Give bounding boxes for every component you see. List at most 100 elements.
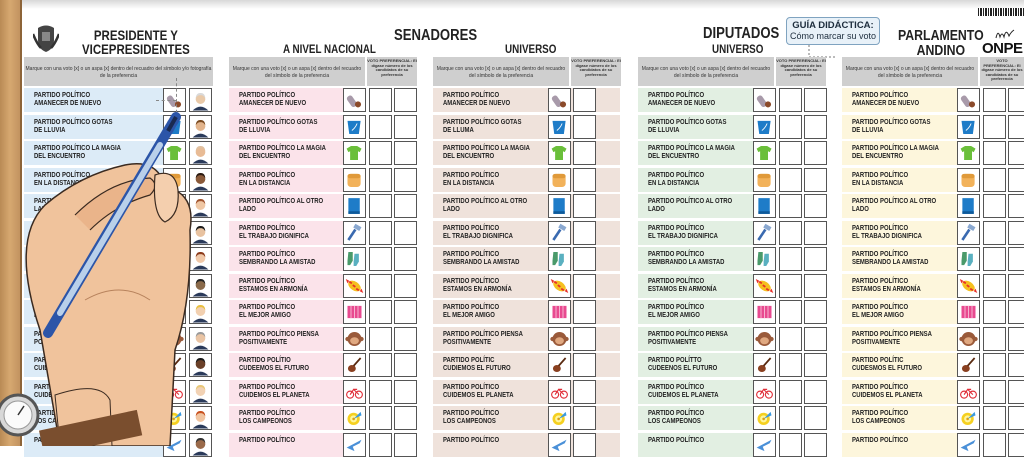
party-symbol-airplane-checkbox[interactable]	[957, 432, 980, 457]
party-symbol-accordion-checkbox[interactable]	[548, 300, 571, 324]
party-symbol-bucket-checkbox[interactable]	[163, 114, 186, 139]
party-symbol-monkey-checkbox[interactable]	[753, 326, 776, 351]
preferential-vote-box-1[interactable]	[369, 194, 392, 218]
preferential-vote-box-1[interactable]	[983, 247, 1006, 271]
preferential-vote-box-1[interactable]	[573, 379, 596, 404]
candidate-photo-checkbox[interactable]	[189, 114, 212, 139]
preferential-vote-box-1[interactable]	[369, 114, 392, 139]
party-symbol-airplane-checkbox[interactable]	[753, 432, 776, 457]
preferential-vote-box-1[interactable]	[573, 432, 596, 457]
party-symbol-razor-checkbox[interactable]	[163, 220, 186, 245]
party-symbol-bicycle-checkbox[interactable]	[957, 379, 980, 404]
preferential-vote-box-1[interactable]	[573, 141, 596, 165]
preferential-vote-box-1[interactable]	[779, 247, 802, 271]
preferential-vote-box-2[interactable]	[394, 273, 417, 298]
candidate-photo-checkbox[interactable]	[189, 326, 212, 351]
preferential-vote-box-2[interactable]	[394, 194, 417, 218]
preferential-vote-box-2[interactable]	[804, 114, 827, 139]
party-symbol-bicycle-checkbox[interactable]	[163, 379, 186, 404]
preferential-vote-box-2[interactable]	[804, 194, 827, 218]
preferential-vote-box-1[interactable]	[983, 141, 1006, 165]
party-symbol-socks-checkbox[interactable]	[753, 247, 776, 271]
preferential-vote-box-1[interactable]	[369, 326, 392, 351]
preferential-vote-box-1[interactable]	[369, 273, 392, 298]
preferential-vote-box-2[interactable]	[1008, 194, 1024, 218]
preferential-vote-box-2[interactable]	[394, 247, 417, 271]
preferential-vote-box-2[interactable]	[394, 141, 417, 165]
preferential-vote-box-2[interactable]	[804, 300, 827, 324]
preferential-vote-box-2[interactable]	[1008, 167, 1024, 192]
party-symbol-airplane-checkbox[interactable]	[548, 432, 571, 457]
preferential-vote-box-2[interactable]	[804, 326, 827, 351]
preferential-vote-box-2[interactable]	[1008, 273, 1024, 298]
party-symbol-roller-checkbox[interactable]	[957, 88, 980, 112]
preferential-vote-box-2[interactable]	[1008, 406, 1024, 430]
party-symbol-bread-checkbox[interactable]	[548, 167, 571, 192]
preferential-vote-box-1[interactable]	[983, 114, 1006, 139]
party-symbol-book-checkbox[interactable]	[548, 194, 571, 218]
preferential-vote-box-1[interactable]	[779, 379, 802, 404]
party-symbol-bread-checkbox[interactable]	[753, 167, 776, 192]
preferential-vote-box-1[interactable]	[779, 167, 802, 192]
preferential-vote-box-1[interactable]	[779, 432, 802, 457]
preferential-vote-box-1[interactable]	[369, 379, 392, 404]
party-symbol-tshirt-checkbox[interactable]	[753, 141, 776, 165]
party-symbol-airplane-checkbox[interactable]	[343, 432, 366, 457]
party-symbol-tshirt-checkbox[interactable]	[163, 141, 186, 165]
preferential-vote-box-1[interactable]	[983, 300, 1006, 324]
preferential-vote-box-1[interactable]	[573, 247, 596, 271]
preferential-vote-box-1[interactable]	[573, 353, 596, 377]
preferential-vote-box-1[interactable]	[779, 114, 802, 139]
party-symbol-socks-checkbox[interactable]	[343, 247, 366, 271]
preferential-vote-box-1[interactable]	[983, 167, 1006, 192]
candidate-photo-checkbox[interactable]	[189, 194, 212, 218]
party-symbol-book-checkbox[interactable]	[957, 194, 980, 218]
party-symbol-candy-checkbox[interactable]	[753, 273, 776, 298]
party-symbol-roller-checkbox[interactable]	[343, 88, 366, 112]
party-symbol-guitar-checkbox[interactable]	[957, 353, 980, 377]
preferential-vote-box-1[interactable]	[573, 273, 596, 298]
preferential-vote-box-2[interactable]	[1008, 114, 1024, 139]
party-symbol-accordion-checkbox[interactable]	[753, 300, 776, 324]
preferential-vote-box-1[interactable]	[779, 406, 802, 430]
candidate-photo-checkbox[interactable]	[189, 88, 212, 112]
preferential-vote-box-1[interactable]	[369, 88, 392, 112]
preferential-vote-box-1[interactable]	[369, 300, 392, 324]
party-symbol-razor-checkbox[interactable]	[753, 220, 776, 245]
preferential-vote-box-1[interactable]	[983, 379, 1006, 404]
party-symbol-bread-checkbox[interactable]	[163, 167, 186, 192]
preferential-vote-box-1[interactable]	[369, 167, 392, 192]
preferential-vote-box-1[interactable]	[779, 326, 802, 351]
preferential-vote-box-1[interactable]	[573, 88, 596, 112]
preferential-vote-box-2[interactable]	[1008, 300, 1024, 324]
preferential-vote-box-1[interactable]	[983, 432, 1006, 457]
preferential-vote-box-1[interactable]	[573, 194, 596, 218]
party-symbol-candy-checkbox[interactable]	[163, 273, 186, 298]
party-symbol-target-checkbox[interactable]	[163, 406, 186, 430]
preferential-vote-box-1[interactable]	[983, 220, 1006, 245]
preferential-vote-box-2[interactable]	[804, 167, 827, 192]
party-symbol-guitar-checkbox[interactable]	[753, 353, 776, 377]
party-symbol-tshirt-checkbox[interactable]	[548, 141, 571, 165]
preferential-vote-box-1[interactable]	[779, 220, 802, 245]
preferential-vote-box-2[interactable]	[804, 273, 827, 298]
preferential-vote-box-1[interactable]	[369, 353, 392, 377]
preferential-vote-box-1[interactable]	[573, 114, 596, 139]
party-symbol-bicycle-checkbox[interactable]	[753, 379, 776, 404]
preferential-vote-box-2[interactable]	[1008, 353, 1024, 377]
party-symbol-bucket-checkbox[interactable]	[548, 114, 571, 139]
preferential-vote-box-2[interactable]	[804, 406, 827, 430]
party-symbol-monkey-checkbox[interactable]	[163, 326, 186, 351]
preferential-vote-box-2[interactable]	[804, 141, 827, 165]
preferential-vote-box-1[interactable]	[573, 220, 596, 245]
preferential-vote-box-2[interactable]	[1008, 220, 1024, 245]
preferential-vote-box-2[interactable]	[804, 247, 827, 271]
party-symbol-razor-checkbox[interactable]	[548, 220, 571, 245]
party-symbol-guitar-checkbox[interactable]	[548, 353, 571, 377]
preferential-vote-box-1[interactable]	[779, 141, 802, 165]
party-symbol-candy-checkbox[interactable]	[957, 273, 980, 298]
candidate-photo-checkbox[interactable]	[189, 273, 212, 298]
preferential-vote-box-1[interactable]	[369, 406, 392, 430]
preferential-vote-box-1[interactable]	[573, 167, 596, 192]
preferential-vote-box-2[interactable]	[394, 432, 417, 457]
